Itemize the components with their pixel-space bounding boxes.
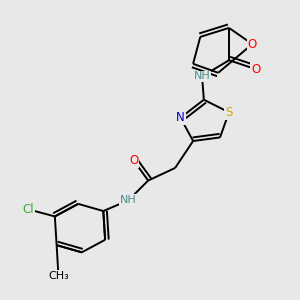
Text: NH: NH — [194, 71, 210, 81]
Text: O: O — [251, 63, 261, 76]
Text: CH₃: CH₃ — [48, 271, 69, 281]
Text: Cl: Cl — [22, 203, 34, 216]
Text: NH: NH — [120, 195, 137, 205]
Text: O: O — [129, 154, 139, 167]
Text: N: N — [176, 111, 185, 124]
Text: S: S — [225, 106, 233, 119]
Text: O: O — [248, 38, 257, 51]
